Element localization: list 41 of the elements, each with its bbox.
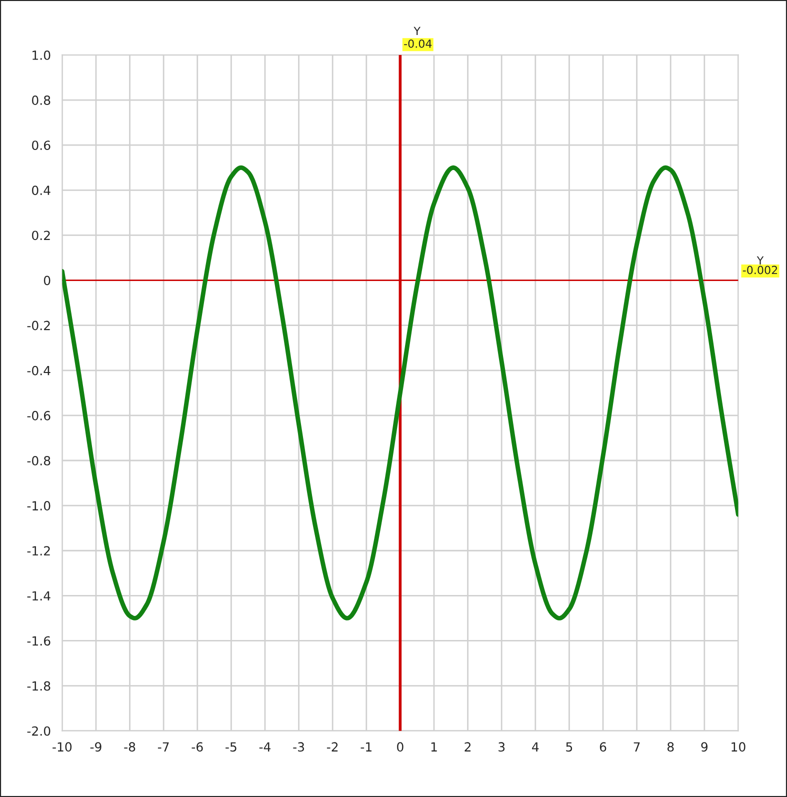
y-tick-label: -0.8 bbox=[27, 456, 50, 466]
x-tick-label: -10 bbox=[52, 742, 72, 752]
x-tick-label: 3 bbox=[498, 742, 505, 752]
x-tick-label: -4 bbox=[259, 742, 271, 752]
y-tick-label: 0 bbox=[44, 276, 50, 286]
y-tick-label: 0.2 bbox=[32, 230, 50, 240]
x-tick-label: 9 bbox=[701, 742, 708, 752]
x-tick-label: 10 bbox=[732, 742, 746, 752]
y-tick-label: -1.8 bbox=[27, 681, 50, 691]
x-tick-label: -3 bbox=[293, 742, 304, 752]
text: -0.002 bbox=[742, 266, 778, 274]
y-tick-label: -1.0 bbox=[27, 501, 50, 510]
x-tick-label: -6 bbox=[192, 742, 203, 752]
y-tick-label: 0.6 bbox=[32, 140, 50, 150]
x-tick-label: 2 bbox=[464, 742, 471, 752]
x-tick-label: -7 bbox=[158, 742, 169, 752]
x-tick-label: 7 bbox=[634, 742, 640, 752]
x-tick-label: -2 bbox=[326, 742, 338, 752]
x-tick-label: 8 bbox=[667, 742, 674, 752]
x-tick-label: -8 bbox=[124, 742, 136, 752]
x-tick-label: 5 bbox=[566, 742, 572, 752]
text: -0.04 bbox=[404, 39, 432, 48]
y-tick-label: -1.6 bbox=[27, 636, 50, 646]
y-tick-label: -0.6 bbox=[27, 410, 50, 420]
x-tick-label: 4 bbox=[532, 742, 539, 752]
y-tick-label: 0.8 bbox=[32, 96, 50, 105]
y-tick-label: -0.2 bbox=[27, 320, 50, 330]
y-tick-label: -1.4 bbox=[27, 591, 50, 600]
x-tick-label: 6 bbox=[600, 742, 606, 752]
text: Y bbox=[414, 26, 421, 35]
x-tick-label: 0 bbox=[397, 742, 404, 752]
x-tick-label: 1 bbox=[431, 742, 437, 752]
y-tick-label: -1.2 bbox=[27, 546, 50, 556]
y-tick-label: 1.0 bbox=[32, 50, 50, 60]
x-tick-label: -9 bbox=[90, 742, 102, 752]
text: Y bbox=[756, 256, 764, 264]
y-tick-label: -0.4 bbox=[27, 366, 50, 376]
y-tick-label: -2.0 bbox=[27, 726, 50, 736]
y-tick-label: 0.4 bbox=[32, 186, 50, 196]
x-tick-label: -1 bbox=[360, 742, 372, 752]
x-tick-label: -5 bbox=[226, 742, 236, 752]
